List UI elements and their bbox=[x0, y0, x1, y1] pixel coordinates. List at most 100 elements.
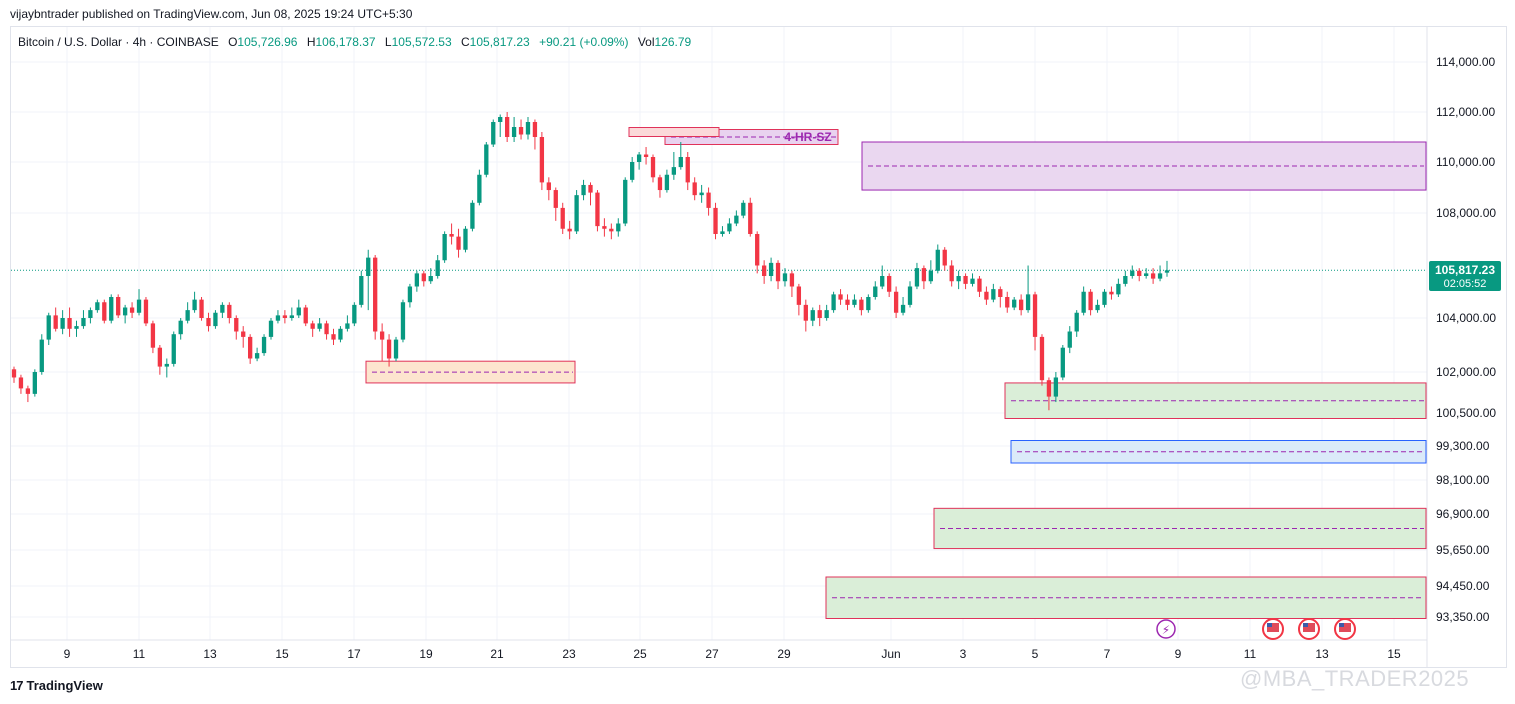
candle-body bbox=[713, 207, 718, 234]
x-tick-label: 13 bbox=[203, 647, 217, 661]
x-tick-label: 17 bbox=[347, 647, 361, 661]
us-flag-canton bbox=[1339, 623, 1344, 627]
y-tick-label: 96,900.00 bbox=[1436, 507, 1490, 521]
candle-body bbox=[1025, 294, 1031, 311]
watermark: @MBA_TRADER2025 bbox=[1240, 666, 1470, 691]
us-flag-stripes bbox=[1339, 623, 1351, 632]
candle-body bbox=[581, 184, 586, 196]
candle-body bbox=[1144, 273, 1149, 276]
candle-body bbox=[1081, 291, 1086, 313]
candle-body bbox=[956, 276, 961, 282]
candle-body bbox=[741, 202, 746, 216]
x-tick-label: 11 bbox=[1244, 647, 1257, 661]
candle-body bbox=[706, 192, 711, 208]
candle-body bbox=[268, 320, 274, 337]
x-tick-label: 11 bbox=[133, 647, 146, 661]
candle-body bbox=[525, 122, 531, 135]
supply-demand-zone bbox=[825, 576, 1427, 619]
candle-body bbox=[18, 377, 24, 389]
candle-body bbox=[810, 310, 815, 321]
y-tick-label: 108,000.00 bbox=[1436, 206, 1496, 220]
candle-body bbox=[1060, 347, 1065, 378]
tv-logo-icon: 17 bbox=[10, 678, 24, 693]
x-tick-label: 23 bbox=[562, 647, 576, 661]
candle-body bbox=[789, 273, 795, 287]
x-tick-label: 7 bbox=[1104, 647, 1111, 661]
candle-body bbox=[623, 179, 628, 224]
candle-body bbox=[1032, 294, 1038, 337]
candle-body bbox=[887, 276, 892, 292]
symbol-label: Bitcoin / U.S. Dollar · 4h · COINBASE bbox=[18, 35, 219, 49]
candle-body bbox=[289, 315, 294, 318]
close-value: 105,817.23 bbox=[469, 35, 530, 49]
lightning-glyph-icon: ⚡ bbox=[1162, 623, 1170, 637]
candle-body bbox=[241, 331, 246, 337]
candle-body bbox=[275, 315, 281, 321]
candle-body bbox=[1039, 336, 1045, 381]
x-tick-label: 19 bbox=[419, 647, 433, 661]
candle-body bbox=[32, 372, 37, 394]
candle-body bbox=[907, 286, 913, 305]
candle-body bbox=[88, 310, 93, 318]
candle-body bbox=[414, 273, 420, 287]
candle-body bbox=[991, 289, 996, 300]
published-header: vijaybntrader published on TradingView.c… bbox=[10, 7, 413, 21]
candle-body bbox=[963, 276, 968, 284]
x-tick-label: 29 bbox=[777, 647, 791, 661]
change-value: +90.21 (+0.09%) bbox=[539, 35, 629, 49]
candle-body bbox=[630, 162, 635, 180]
candle-body bbox=[914, 268, 920, 287]
candle-body bbox=[720, 231, 725, 234]
volume-value: 126.79 bbox=[654, 35, 692, 49]
us-flag-stripes bbox=[1303, 623, 1315, 632]
candle-body bbox=[935, 249, 940, 271]
candle-body bbox=[1102, 291, 1107, 305]
candle-body bbox=[1164, 270, 1170, 273]
candle-body bbox=[303, 307, 308, 324]
candle-body bbox=[234, 318, 239, 332]
candle-body bbox=[602, 226, 607, 229]
last-price-tag: 105,817.23 02:05:52 bbox=[1429, 261, 1501, 291]
x-tick-label: 21 bbox=[490, 647, 504, 661]
y-tick-label: 93,350.00 bbox=[1436, 610, 1490, 624]
candle-body bbox=[393, 339, 399, 359]
candle-body bbox=[567, 228, 572, 232]
ohlc-legend: Bitcoin / U.S. Dollar · 4h · COINBASE O 1… bbox=[18, 35, 691, 49]
y-tick-label: 114,000.00 bbox=[1436, 55, 1495, 69]
candle-body bbox=[616, 223, 621, 232]
candle-body bbox=[671, 167, 677, 175]
candle-body bbox=[928, 270, 933, 282]
candle-body bbox=[400, 302, 406, 340]
candle-body bbox=[949, 265, 954, 282]
close-label: C bbox=[461, 35, 470, 49]
candle-body bbox=[129, 307, 135, 313]
candle-body bbox=[109, 297, 114, 321]
candle-body bbox=[657, 177, 663, 191]
candle-body bbox=[102, 302, 107, 321]
candle-body bbox=[782, 273, 788, 282]
candle-body bbox=[60, 318, 65, 329]
open-label: O bbox=[228, 35, 238, 49]
tradingview-logo[interactable]: 17 TradingView bbox=[10, 678, 103, 693]
candle-body bbox=[171, 334, 176, 364]
candle-body bbox=[1157, 273, 1163, 279]
candle-body bbox=[873, 286, 878, 297]
candle-body bbox=[379, 331, 385, 340]
candle-body bbox=[407, 286, 413, 303]
candle-body bbox=[310, 323, 315, 329]
bar-countdown: 02:05:52 bbox=[1443, 278, 1487, 290]
candle-body bbox=[435, 260, 440, 276]
chart-frame[interactable] bbox=[10, 26, 1507, 668]
candle-body bbox=[775, 262, 781, 282]
candle-body bbox=[248, 336, 253, 359]
y-tick-label: 95,650.00 bbox=[1436, 543, 1490, 557]
candle-body bbox=[185, 310, 190, 321]
candle-body bbox=[477, 174, 482, 203]
candle-body bbox=[824, 310, 829, 318]
low-value: 105,572.53 bbox=[391, 35, 452, 49]
zone-label: 4-HR-SZ bbox=[784, 130, 831, 144]
candle-body bbox=[373, 257, 378, 332]
candle-body bbox=[748, 202, 753, 234]
candle-body bbox=[845, 299, 850, 305]
